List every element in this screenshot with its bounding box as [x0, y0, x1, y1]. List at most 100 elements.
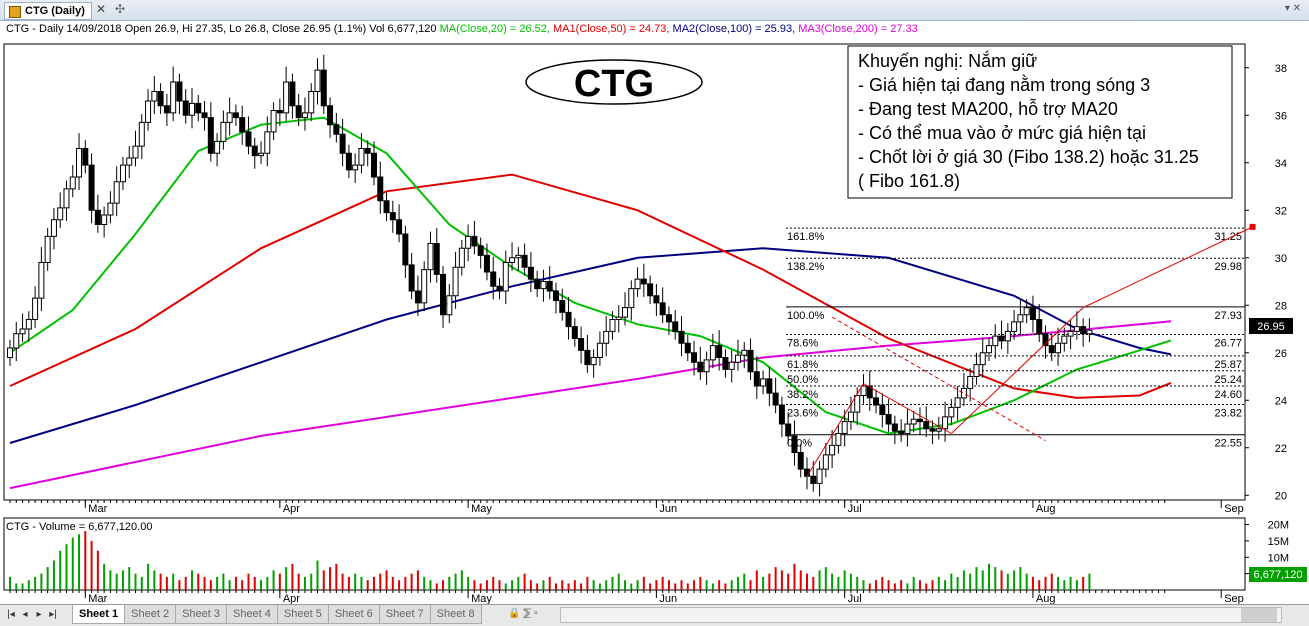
fib-value-label: 25.87 [1214, 359, 1242, 371]
candlestick-layer [7, 54, 1093, 497]
chart-tab-icon [9, 6, 21, 18]
fib-value-label: 23.82 [1214, 408, 1242, 420]
candle-body [7, 347, 13, 358]
candle-body [546, 281, 553, 292]
prev-sheet-icon[interactable]: ◂ [22, 609, 28, 620]
recommendation-line: Khuyến nghị: Nắm giữ [858, 50, 1037, 71]
price-tick-label: 20 [1275, 490, 1287, 502]
candle-body [753, 371, 760, 387]
tab-sheet-8[interactable]: Sheet 8 [429, 605, 482, 624]
close-tab-icon[interactable]: ✕ [96, 2, 107, 16]
candle-body [295, 105, 302, 119]
tab-sheet-3[interactable]: Sheet 3 [175, 605, 227, 624]
ma200-line [9, 320, 1172, 490]
window-titlebar: CTG (Daily) ✕ ✣ ▾ ✕ [0, 0, 1309, 21]
tab-sheet-2[interactable]: Sheet 2 [124, 605, 177, 624]
trend-line [1082, 226, 1253, 309]
tab-sheet-6[interactable]: Sheet 6 [327, 605, 380, 624]
candle-body [879, 404, 886, 415]
tab-sheet-7[interactable]: Sheet 7 [378, 605, 431, 624]
fib-level-label: 0.0% [787, 438, 812, 450]
candle-body [82, 148, 89, 166]
candle-body [935, 428, 942, 432]
candle-body [559, 300, 566, 313]
sheet-bar: |◂ ◂ ▸ ▸| Sheet 1 Sheet 2 Sheet 3 Sheet 4 Sheet… [0, 604, 1309, 626]
candle-body [226, 112, 233, 123]
recommendation-line: - Đang test MA200, hỗ trợ MA20 [858, 98, 1118, 119]
price-tick-label: 22 [1275, 443, 1287, 455]
window-menu-icon[interactable]: ▾ ✕ [1284, 3, 1301, 14]
candle-body [998, 335, 1005, 342]
candle-body [678, 330, 685, 344]
candle-body [540, 281, 547, 290]
candle-body [973, 364, 980, 377]
candle-body [734, 354, 741, 363]
candle-body [873, 397, 880, 406]
volume-header: CTG - Volume = 6,677,120.00 [6, 521, 152, 533]
month-label: Jul [848, 593, 862, 604]
candle-body [465, 235, 472, 249]
candle-body [716, 345, 723, 358]
candle-body [132, 145, 139, 159]
candle-body [942, 416, 949, 430]
last-price-badge: 26.95 [1257, 321, 1285, 333]
recommendation-box [847, 45, 1233, 199]
candle-body [772, 392, 779, 406]
first-sheet-icon[interactable]: |◂ [7, 609, 15, 620]
candle-body [364, 148, 371, 154]
tab-sheet-1[interactable]: Sheet 1 [72, 605, 126, 624]
candle-body [747, 349, 754, 373]
candle-body [534, 278, 541, 290]
candle-body [891, 423, 898, 432]
tab-sheet-5[interactable]: Sheet 5 [276, 605, 329, 624]
candle-body [885, 414, 892, 425]
price-tick-label: 28 [1275, 300, 1287, 312]
fib-level-label: 161.8% [787, 231, 825, 243]
candle-body [44, 235, 51, 263]
last-volume-badge: 6,677,120 [1254, 569, 1303, 581]
candle-body [339, 133, 346, 154]
candle-body [578, 338, 585, 351]
add-tab-icon[interactable]: ✣ [115, 2, 126, 16]
candle-body [1048, 345, 1055, 354]
scrollbar-thumb[interactable] [1241, 608, 1277, 622]
sheet-nav: |◂ ◂ ▸ ▸| [4, 608, 60, 620]
stock-chart[interactable]: 161.8% 31.25 138.2% 29.98 100.0% 27.93 78.6% 26… [0, 0, 1309, 604]
candle-body [352, 164, 359, 171]
month-label: May [471, 503, 492, 515]
candle-body [810, 475, 817, 484]
candle-body [628, 288, 635, 309]
last-sheet-icon[interactable]: ▸| [49, 609, 57, 620]
fib-value-label: 29.98 [1214, 261, 1242, 273]
candle-body [766, 378, 773, 394]
candle-body [333, 124, 340, 135]
candle-body [584, 349, 591, 366]
recommendation-line: - Có thể mua vào ở mức giá hiện tại [858, 123, 1146, 143]
candle-body [276, 110, 283, 114]
candle-body [1086, 329, 1093, 335]
price-tick-label: 30 [1275, 253, 1287, 265]
candle-body [898, 430, 905, 434]
candle-body [370, 152, 377, 178]
candle-body [722, 357, 729, 370]
chart-tab[interactable]: CTG (Daily) [4, 2, 92, 20]
candle-body [954, 397, 961, 408]
candle-body [697, 361, 704, 373]
trend-line [951, 307, 1084, 434]
candle-body [647, 283, 654, 297]
candle-body [32, 297, 39, 320]
candle-body [929, 428, 936, 432]
next-sheet-icon[interactable]: ▸ [36, 609, 42, 620]
sheet-tools-icon[interactable]: 🔒 ⅀ ▫ [508, 608, 538, 619]
candle-body [490, 271, 497, 287]
candle-body [835, 433, 842, 446]
candle-body [182, 100, 189, 116]
candle-body [345, 152, 352, 171]
tab-sheet-4[interactable]: Sheet 4 [225, 605, 278, 624]
candle-body [13, 333, 20, 349]
candle-body [176, 81, 183, 102]
candle-body [1029, 307, 1036, 320]
candle-body [904, 423, 911, 434]
horizontal-scrollbar[interactable] [560, 607, 1282, 623]
ma50-line [9, 173, 1172, 399]
